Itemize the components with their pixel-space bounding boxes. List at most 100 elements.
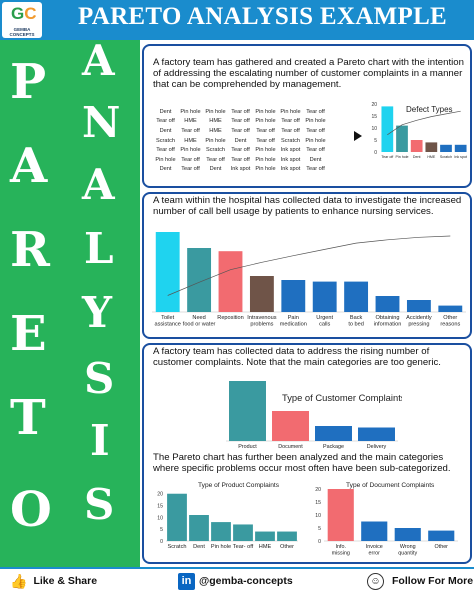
- like-share-button[interactable]: 👍 Like & Share: [10, 571, 97, 591]
- defect-types-chart: Defect Types 0 5 10 15 20 Tear off Pin hole Dent…: [371, 102, 467, 159]
- y-tick-label: 0: [374, 150, 377, 156]
- table-cell: Dent: [159, 127, 172, 134]
- table-cell: Tear off: [306, 166, 325, 173]
- gemba-logo[interactable]: GC GEMBA CONCEPTS: [2, 2, 42, 38]
- x-tick-label: Intravenous: [247, 315, 276, 321]
- table-cell: Ink spot: [280, 147, 301, 154]
- y-tick-label: 10: [315, 513, 321, 519]
- table-cell: Ink spot: [280, 166, 301, 173]
- letter-n: N: [82, 98, 121, 147]
- y-tick-label: 10: [157, 515, 163, 521]
- logo-mark: GC: [11, 4, 37, 23]
- x-tick-label: Invoice: [366, 544, 383, 550]
- y-tick-label: 0: [318, 539, 321, 545]
- x-tick-label: Obtaining: [376, 315, 400, 321]
- side-banner: P A R E T O A N A L Y S I S: [0, 40, 140, 567]
- cumulative-line: [167, 235, 451, 296]
- table-cell: HME: [184, 137, 197, 144]
- table-row: Tear off HME HME Tear off Pin hole Tear off Pi…: [153, 117, 328, 127]
- letter-a3: A: [82, 160, 115, 209]
- x-tick-label: Tear off: [381, 155, 393, 159]
- bar: [189, 515, 209, 541]
- bar: [272, 411, 309, 441]
- y-tick-label: 20: [315, 487, 321, 493]
- document-complaints-chart: Type of Document Complaints 0 5 10 15 20 Info.…: [315, 482, 458, 556]
- content-column: A factory team has gathered and created …: [140, 40, 474, 567]
- table-cell: Pin hole: [305, 118, 326, 125]
- table-cell: Ink spot: [280, 156, 301, 163]
- y-tick-label: 15: [315, 500, 321, 506]
- chart-title: Defect Types: [406, 105, 453, 114]
- chart-title: Type of Customer Complaints: [282, 392, 402, 403]
- linkedin-link[interactable]: in @gemba-concepts: [178, 571, 293, 591]
- like-share-label: Like & Share: [33, 575, 98, 587]
- x-tick-label: pressing: [408, 322, 429, 328]
- table-cell: Ink spot: [230, 166, 251, 173]
- letter-y: Y: [82, 288, 112, 337]
- letter-s2: S: [84, 480, 115, 529]
- y-tick-label: 5: [160, 527, 163, 533]
- table-cell: Tear off: [306, 147, 325, 154]
- table-cell: Tear off: [181, 127, 200, 134]
- user-follow-icon: ☺: [367, 572, 384, 590]
- x-tick-label: calls: [319, 322, 330, 328]
- bar: [155, 232, 180, 312]
- bar: [454, 144, 467, 152]
- x-tick-label: Accidently: [406, 315, 432, 321]
- table-cell: HME: [209, 118, 222, 125]
- x-tick-label: Toilet: [161, 315, 175, 321]
- defect-data-table: Dent Pin hole Pin hole Tear off Pin hole Pin …: [153, 107, 328, 174]
- table-row: Pin hole Tear off Tear off Tear off Pin hole…: [153, 155, 328, 165]
- table-cell: Dent: [309, 156, 322, 163]
- y-tick-label: 15: [371, 114, 377, 120]
- table-cell: Tear off: [206, 156, 225, 163]
- x-tick-label: Info.: [336, 544, 347, 550]
- bar: [187, 248, 212, 312]
- letter-e: E: [10, 306, 47, 362]
- letter-r: R: [10, 222, 50, 278]
- y-tick-label: 10: [371, 126, 377, 132]
- table-cell: Pin hole: [255, 166, 276, 173]
- table-cell: Tear off: [256, 137, 275, 144]
- header-bar: GC GEMBA CONCEPTS PARETO ANALYSIS EXAMPL…: [0, 0, 474, 40]
- table-cell: Tear off: [281, 127, 300, 134]
- table-cell: Dent: [159, 108, 172, 115]
- bar: [312, 281, 337, 312]
- bar: [440, 144, 452, 152]
- x-tick-label: quantity: [398, 550, 417, 556]
- table-cell: Tear off: [181, 166, 200, 173]
- bar: [396, 125, 408, 152]
- panel3-text2: The Pareto chart has further been analyz…: [153, 452, 451, 475]
- x-tick-label: Dent: [413, 155, 421, 159]
- x-tick-label: Back: [350, 315, 363, 321]
- table-cell: Pin hole: [255, 108, 276, 115]
- table-cell: Scratch: [206, 147, 225, 154]
- table-cell: Scratch: [156, 137, 175, 144]
- bar: [249, 276, 274, 312]
- customer-complaints-chart: Type of Customer Complaints Product Docume…: [226, 381, 402, 450]
- follow-button[interactable]: ☺ Follow For More: [367, 571, 473, 591]
- arrow-right-icon: [354, 131, 362, 141]
- x-tick-label: Dent: [193, 544, 205, 550]
- bar: [167, 493, 187, 541]
- product-complaints-chart: Type of Product Complaints 0 5 10 15 20 Scratc…: [157, 482, 298, 550]
- x-tick-label: Scratch: [440, 155, 452, 159]
- x-tick-label: Other: [443, 315, 457, 321]
- x-tick-label: to bed: [348, 322, 364, 328]
- letter-t: T: [10, 390, 46, 446]
- x-tick-label: Package: [323, 444, 344, 450]
- y-tick-label: 20: [157, 492, 163, 498]
- table-cell: Pin hole: [155, 156, 176, 163]
- table-cell: Tear off: [231, 156, 250, 163]
- x-tick-label: Tear- off: [233, 544, 254, 550]
- table-cell: Tear off: [231, 118, 250, 125]
- chart-title: Type of Document Complaints: [346, 482, 435, 489]
- example-panel-3: A factory team has collected data to add…: [142, 343, 472, 564]
- logo-text: GEMBA CONCEPTS: [9, 27, 35, 37]
- table-cell: Tear off: [256, 127, 275, 134]
- bar: [381, 106, 394, 152]
- bar: [394, 528, 421, 541]
- x-tick-label: HME: [427, 155, 436, 159]
- table-cell: Pin hole: [255, 156, 276, 163]
